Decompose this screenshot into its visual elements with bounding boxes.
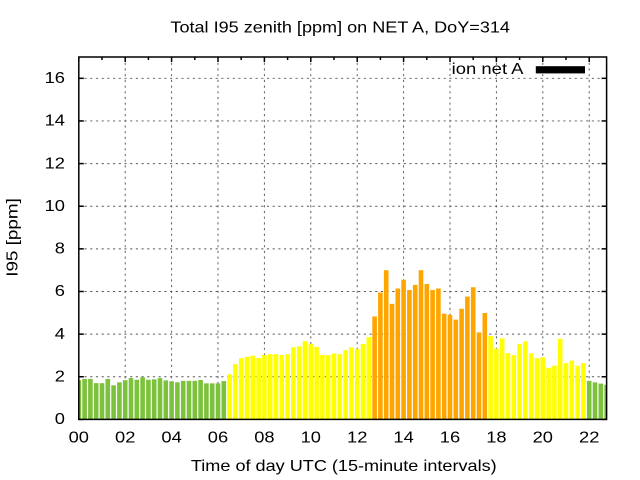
svg-text:8: 8	[55, 241, 65, 258]
svg-text:12: 12	[347, 429, 367, 446]
svg-text:00: 00	[69, 429, 89, 446]
svg-text:0: 0	[55, 411, 65, 428]
svg-text:20: 20	[533, 429, 553, 446]
svg-text:Total I95 zenith [ppm] on NET: Total I95 zenith [ppm] on NET A, DoY=314	[170, 20, 510, 37]
svg-text:02: 02	[115, 429, 135, 446]
svg-text:6: 6	[55, 283, 65, 300]
svg-text:Time of day UTC (15-minute int: Time of day UTC (15-minute intervals)	[191, 458, 497, 475]
svg-text:04: 04	[161, 429, 181, 446]
svg-text:12: 12	[45, 155, 65, 172]
svg-text:10: 10	[301, 429, 321, 446]
svg-text:14: 14	[45, 113, 65, 130]
svg-text:06: 06	[208, 429, 228, 446]
svg-text:16: 16	[440, 429, 460, 446]
svg-text:16: 16	[45, 70, 65, 87]
svg-text:18: 18	[486, 429, 506, 446]
svg-text:2: 2	[55, 369, 65, 386]
svg-text:14: 14	[393, 429, 413, 446]
svg-text:08: 08	[254, 429, 274, 446]
svg-text:10: 10	[45, 198, 65, 215]
svg-text:ion net A: ion net A	[452, 61, 524, 78]
svg-text:4: 4	[55, 326, 65, 343]
svg-text:22: 22	[579, 429, 599, 446]
svg-text:I95 [ppm]: I95 [ppm]	[5, 198, 22, 277]
